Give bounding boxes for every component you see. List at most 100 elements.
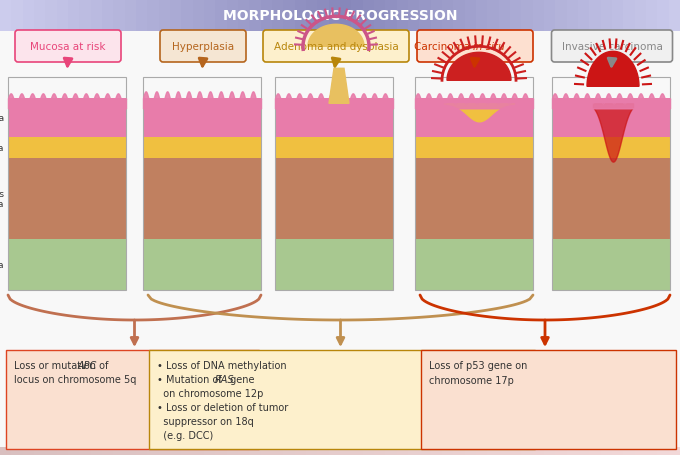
- Bar: [204, 0, 216, 32]
- Bar: [34, 0, 46, 32]
- FancyBboxPatch shape: [263, 31, 409, 63]
- Bar: [284, 447, 294, 455]
- Bar: [362, 0, 374, 32]
- Bar: [148, 447, 158, 455]
- Bar: [552, 159, 670, 239]
- Bar: [510, 0, 522, 32]
- Text: RAS: RAS: [214, 374, 234, 384]
- Bar: [204, 447, 216, 455]
- Bar: [8, 239, 126, 290]
- Bar: [68, 447, 80, 455]
- Bar: [12, 447, 22, 455]
- Bar: [0, 447, 12, 455]
- Bar: [420, 447, 430, 455]
- Bar: [552, 99, 670, 137]
- Bar: [590, 447, 600, 455]
- Bar: [442, 447, 454, 455]
- Bar: [90, 0, 102, 32]
- Bar: [340, 447, 352, 455]
- Bar: [143, 159, 261, 239]
- Bar: [8, 99, 126, 137]
- Text: Adenoma and dysplasia: Adenoma and dysplasia: [273, 42, 398, 52]
- Bar: [275, 159, 393, 239]
- Text: • Loss of DNA methylation: • Loss of DNA methylation: [157, 360, 287, 370]
- Bar: [124, 447, 136, 455]
- Bar: [46, 0, 56, 32]
- Bar: [136, 447, 148, 455]
- Bar: [374, 447, 386, 455]
- Bar: [102, 0, 114, 32]
- Bar: [148, 0, 158, 32]
- Text: gene: gene: [226, 374, 254, 384]
- Bar: [544, 0, 556, 32]
- Bar: [566, 0, 578, 32]
- Text: Loss of p53 gene on
chromosome 17p: Loss of p53 gene on chromosome 17p: [429, 360, 528, 385]
- Bar: [415, 99, 533, 137]
- Bar: [646, 447, 658, 455]
- Bar: [488, 447, 498, 455]
- Bar: [136, 0, 148, 32]
- Text: Invasive carcinoma: Invasive carcinoma: [562, 42, 662, 52]
- Text: on chromosome 12p: on chromosome 12p: [157, 388, 263, 398]
- Bar: [578, 0, 590, 32]
- Bar: [275, 239, 393, 290]
- Bar: [260, 0, 272, 32]
- Bar: [552, 78, 670, 290]
- Bar: [22, 0, 34, 32]
- FancyBboxPatch shape: [421, 350, 676, 449]
- Bar: [624, 0, 634, 32]
- Bar: [544, 447, 556, 455]
- Text: Mucosa at risk: Mucosa at risk: [30, 42, 106, 52]
- Bar: [238, 447, 250, 455]
- Bar: [408, 447, 420, 455]
- Bar: [250, 447, 260, 455]
- Polygon shape: [587, 52, 639, 87]
- Bar: [275, 137, 393, 159]
- FancyBboxPatch shape: [160, 31, 246, 63]
- Bar: [56, 0, 68, 32]
- Bar: [464, 447, 476, 455]
- Bar: [114, 0, 124, 32]
- Bar: [272, 0, 284, 32]
- Bar: [250, 0, 260, 32]
- Bar: [634, 447, 646, 455]
- Polygon shape: [308, 25, 364, 47]
- Bar: [158, 447, 170, 455]
- Bar: [552, 137, 670, 159]
- Bar: [634, 0, 646, 32]
- Bar: [182, 447, 192, 455]
- Bar: [668, 0, 680, 32]
- Bar: [415, 78, 533, 290]
- Bar: [522, 447, 532, 455]
- Bar: [556, 0, 566, 32]
- Bar: [386, 0, 396, 32]
- Bar: [464, 0, 476, 32]
- Bar: [170, 447, 182, 455]
- Text: suppressor on 18q: suppressor on 18q: [157, 416, 254, 426]
- Bar: [318, 447, 328, 455]
- Text: Loss or mutation of: Loss or mutation of: [14, 360, 112, 370]
- FancyBboxPatch shape: [6, 350, 259, 449]
- Bar: [646, 0, 658, 32]
- Bar: [226, 447, 238, 455]
- Bar: [498, 447, 510, 455]
- Bar: [8, 78, 126, 290]
- Bar: [362, 447, 374, 455]
- Bar: [658, 447, 668, 455]
- Bar: [22, 447, 34, 455]
- Text: Serosa: Serosa: [0, 260, 4, 269]
- Polygon shape: [329, 69, 349, 104]
- Bar: [192, 0, 204, 32]
- Bar: [552, 239, 670, 290]
- Bar: [114, 447, 124, 455]
- Bar: [668, 447, 680, 455]
- Bar: [143, 137, 261, 159]
- Bar: [275, 99, 393, 137]
- Bar: [532, 447, 544, 455]
- Bar: [8, 137, 126, 159]
- Bar: [56, 447, 68, 455]
- Bar: [143, 99, 261, 137]
- Bar: [658, 0, 668, 32]
- Text: Hyperplasia: Hyperplasia: [172, 42, 234, 52]
- Bar: [415, 239, 533, 290]
